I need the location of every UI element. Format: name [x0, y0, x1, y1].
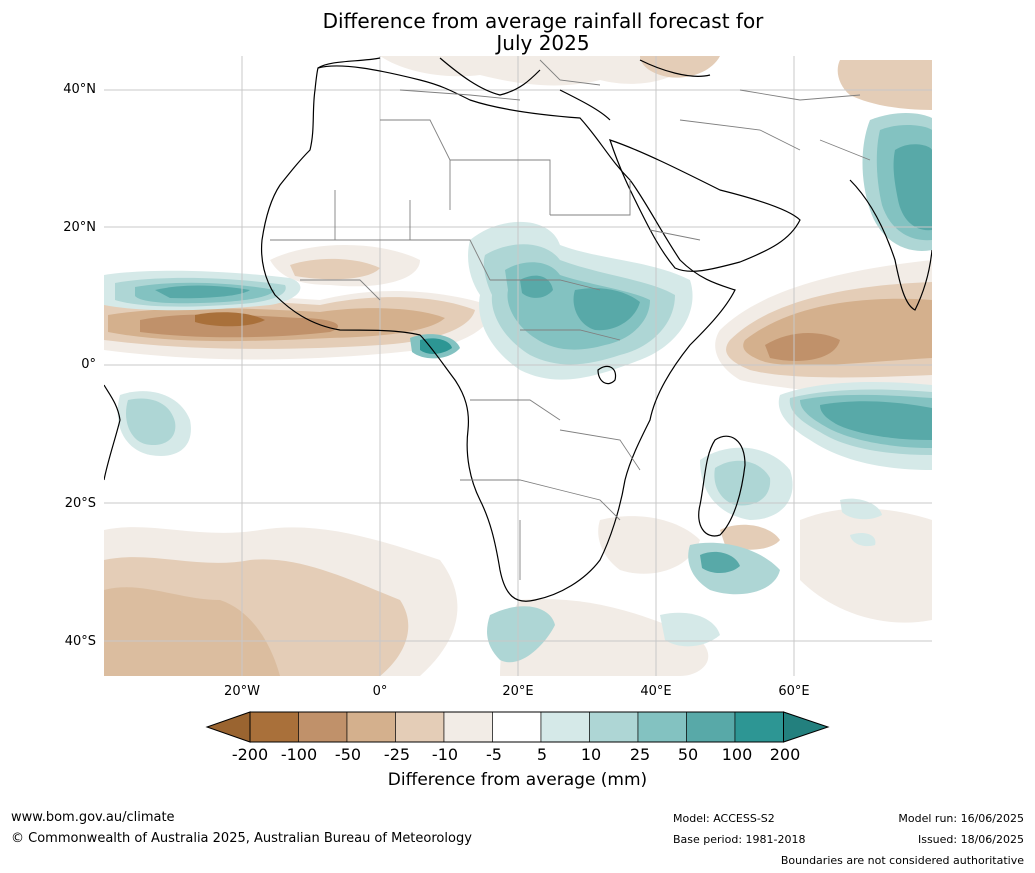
colorbar-segment: [589, 711, 639, 743]
colorbar-segment: [734, 711, 784, 743]
colorbar-over-triangle: [783, 711, 830, 743]
lat-label-0: 0°: [81, 357, 96, 372]
website-link[interactable]: www.bom.gov.au/climate: [11, 810, 175, 825]
issued-date: Issued: 18/06/2025: [917, 833, 1024, 846]
title-line-1: Difference from average rainfall forecas…: [322, 9, 764, 33]
lat-label-40n: 40°N: [63, 82, 96, 97]
colorbar-segment: [395, 711, 445, 743]
colorbar-tick: -5: [486, 745, 502, 764]
colorbar-tick: -25: [383, 745, 411, 764]
colorbar-tick: -10: [431, 745, 459, 764]
colorbar-segment: [249, 711, 299, 743]
colorbar-tick: 10: [580, 745, 602, 764]
colorbar-under-triangle: [205, 711, 251, 743]
coastlines: [104, 57, 932, 602]
lon-label-20e: 20°E: [502, 684, 534, 699]
model-run-date: Model run: 16/06/2025: [898, 812, 1024, 825]
colorbar-segment: [298, 711, 348, 743]
colorbar-title: Difference from average (mm): [387, 770, 648, 790]
model-name: Model: ACCESS-S2: [673, 812, 775, 825]
graticule: [104, 56, 932, 676]
colorbar-tick: 200: [769, 745, 801, 764]
title-line-2: July 2025: [496, 31, 590, 55]
country-borders: [270, 59, 871, 580]
boundaries-disclaimer: Boundaries are not considered authoritat…: [780, 854, 1024, 867]
colorbar-segment: [540, 711, 590, 743]
colorbar: [205, 711, 830, 743]
colorbar-tick: -200: [231, 745, 269, 764]
lon-label-20w: 20°W: [224, 684, 260, 699]
colorbar-tick: 100: [721, 745, 753, 764]
lat-label-20s: 20°S: [64, 496, 96, 511]
wet-anomaly-areas: [104, 113, 932, 663]
lon-label-0: 0°: [372, 684, 388, 699]
lat-label-20n: 20°N: [63, 220, 96, 235]
colorbar-tick: -50: [334, 745, 362, 764]
colorbar-segment: [637, 711, 687, 743]
colorbar-tick: 5: [536, 745, 548, 764]
base-period: Base period: 1981-2018: [673, 833, 806, 846]
map-title: Difference from average rainfall forecas…: [0, 10, 1035, 54]
dry-anomaly-areas: [104, 56, 932, 676]
lon-label-60e: 60°E: [778, 684, 810, 699]
colorbar-segment: [346, 711, 396, 743]
colorbar-tick: 25: [629, 745, 651, 764]
colorbar-segment: [443, 711, 493, 743]
lon-label-40e: 40°E: [640, 684, 672, 699]
copyright-text: © Commonwealth of Australia 2025, Austra…: [11, 831, 472, 846]
colorbar-segment: [686, 711, 736, 743]
colorbar-tick: 50: [677, 745, 699, 764]
colorbar-segment: [492, 711, 542, 743]
colorbar-frame: [249, 711, 784, 743]
lat-label-40s: 40°S: [64, 634, 96, 649]
colorbar-tick: -100: [280, 745, 318, 764]
